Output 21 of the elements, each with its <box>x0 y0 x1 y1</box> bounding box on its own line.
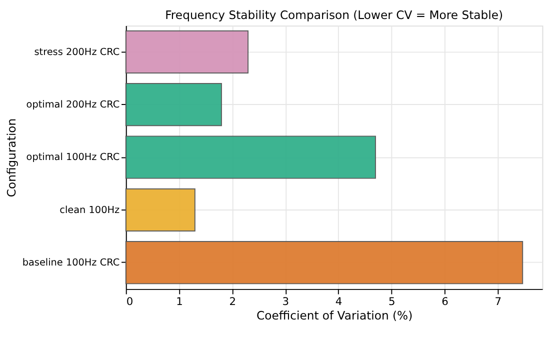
x-tick-label: 5 <box>388 294 396 308</box>
x-tick-label: 4 <box>335 294 342 308</box>
bar <box>125 30 249 74</box>
bar <box>125 83 222 126</box>
x-tick-label: 6 <box>442 294 449 308</box>
y-tick-label: baseline 100Hz CRC <box>22 258 120 269</box>
chart-title: Frequency Stability Comparison (Lower CV = More Stable) <box>165 8 504 22</box>
x-tick-label: 0 <box>126 294 134 308</box>
x-tick-label: 7 <box>494 294 502 308</box>
x-tick-label: 1 <box>176 294 183 308</box>
x-axis-title: Coefficient of Variation (%) <box>256 308 413 322</box>
y-tick-label: clean 100Hz <box>60 204 120 216</box>
bar <box>125 241 524 284</box>
x-tick-label: 3 <box>282 294 290 308</box>
y-tick-label: optimal 200Hz CRC <box>26 99 120 110</box>
bar <box>125 136 376 179</box>
bar <box>125 188 196 232</box>
y-axis-title: Configuration <box>4 118 18 198</box>
y-tick-label: optimal 100Hz CRC <box>26 152 120 164</box>
x-tick-label: 2 <box>229 294 236 308</box>
y-tick-label: stress 200Hz CRC <box>34 46 120 58</box>
